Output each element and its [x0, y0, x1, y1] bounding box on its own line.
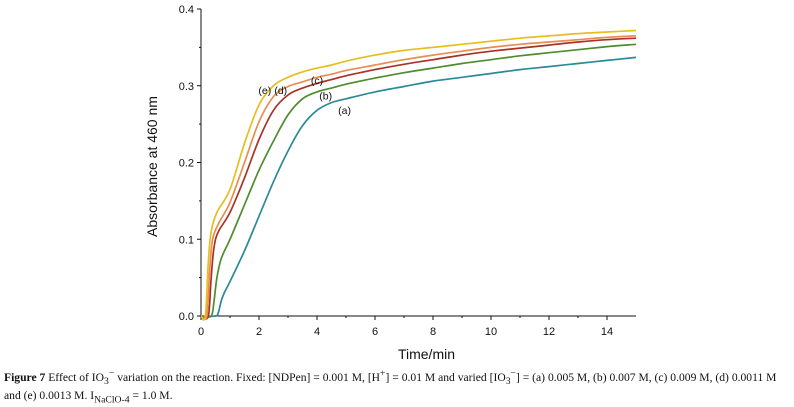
y-tick-label: 0.1	[179, 234, 194, 246]
caption-text: Effect of IO	[45, 370, 105, 384]
curve-label-c: (c)	[311, 75, 323, 87]
x-tick-label: 2	[256, 326, 262, 338]
x-tick-label: 4	[314, 326, 320, 338]
figure-caption: Figure 7 Effect of IO3− variation on the…	[4, 367, 790, 407]
y-tick-label: 0.2	[179, 158, 194, 170]
caption-superscript: −	[108, 368, 115, 379]
x-tick-label: 8	[430, 326, 436, 338]
x-tick-label: 10	[485, 326, 497, 338]
curve-label-a: (a)	[338, 105, 351, 117]
y-tick-label: 0.0	[179, 311, 194, 323]
caption-text: variation on the reaction. Fixed: [NDPen…	[114, 370, 381, 384]
y-tick-label: 0.3	[179, 81, 194, 93]
x-tick-label: 14	[601, 326, 613, 338]
caption-text: ] = (a) 0.005 M, (b) 0.007 M, (c) 0.009 …	[4, 370, 777, 403]
x-tick-label: 6	[372, 326, 378, 338]
series-line-c	[200, 37, 637, 320]
figure-label: Figure 7	[4, 370, 46, 384]
x-axis-title: Time/min	[398, 346, 455, 362]
curve-label-e: (e)	[258, 85, 271, 97]
series-line-d	[200, 35, 637, 321]
caption-superscript: −	[510, 368, 516, 379]
caption-text: = 1.0 M.	[129, 389, 173, 403]
curve-label-d: (d)	[274, 85, 287, 97]
caption-subscript: 3	[505, 376, 511, 388]
absorbance-chart: 0.0 0.1 0.2 0.3 0.4 0 2 4 6 8 10 12 14 Time/min Absorb…	[144, 4, 637, 362]
y-tick-label: 0.4	[179, 4, 194, 16]
caption-subscript: 3	[104, 376, 109, 388]
caption-text: ] = 0.01 M and varied [IO	[385, 370, 506, 384]
x-tick-label: 0	[198, 326, 204, 338]
series-line-a	[200, 56, 637, 318]
series-line-e	[200, 29, 637, 321]
series-line-b	[200, 43, 637, 318]
y-axis-title: Absorbance at 460 nm	[144, 96, 160, 237]
curve-label-b: (b)	[319, 91, 332, 103]
caption-subscript: NaClO-4	[94, 394, 130, 406]
x-tick-label: 12	[543, 326, 555, 338]
caption-superscript: +	[380, 368, 386, 379]
